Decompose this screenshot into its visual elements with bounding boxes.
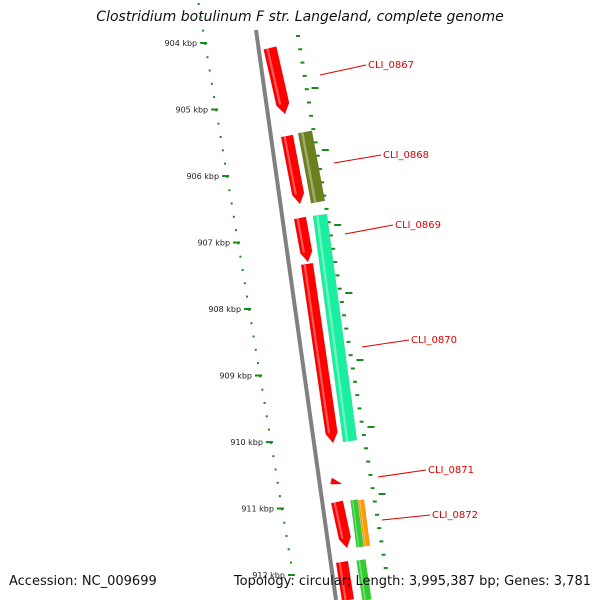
- genome-summary: Topology: circular; Length: 3,995,387 bp…: [233, 574, 591, 589]
- gene-cli-0872-bar-orange-highlight: [359, 500, 367, 547]
- ruler-label: 911 kbp: [241, 505, 274, 514]
- ruler-label: 906 kbp: [186, 172, 219, 181]
- gene-label[interactable]: CLI_0869: [395, 220, 441, 231]
- gene-cli-0869-arrow-a: [293, 216, 313, 263]
- ruler-label: 910 kbp: [230, 438, 263, 447]
- gene-cli-0869-arrow-a-highlight: [296, 218, 305, 253]
- gene-label-leader: [377, 469, 427, 478]
- ruler-labels: 904 kbp 905 kbp 906 kbp 907 kbp 908 kbp 909 k…: [165, 39, 285, 580]
- ruler-label: 909 kbp: [219, 372, 252, 381]
- gene-cli-0869-bar-highlight: [315, 215, 349, 442]
- gene-cli-0872-bar-green-highlight: [351, 500, 360, 548]
- gene-cli-0868-bar-highlight: [301, 132, 317, 203]
- gene-next-bar-green-highlight: [358, 560, 366, 600]
- genome-backbone: [254, 29, 338, 600]
- gene-cli-0872-arrow-a-highlight: [333, 502, 344, 539]
- gene-cli-0868-bar: [297, 130, 326, 204]
- gene-features: [263, 46, 372, 600]
- gene-label-leader: [333, 154, 382, 164]
- gene-cli-0872-bar-orange: [357, 499, 371, 547]
- gene-cli-0871-arrow: [329, 477, 343, 485]
- gene-label[interactable]: CLI_0870: [411, 335, 457, 346]
- gene-cli-0867-arrow-highlight: [266, 48, 282, 106]
- ruler-label: 912 kbp: [252, 571, 285, 580]
- gene-label[interactable]: CLI_0868: [383, 150, 429, 161]
- gene-next-arrow: [335, 560, 355, 600]
- gene-label[interactable]: CLI_0867: [368, 60, 414, 71]
- genome-title: Clostridium botulinum F str. Langeland, …: [96, 9, 504, 25]
- gene-next-bar-green: [356, 559, 372, 600]
- accession-text: Accession: NC_009699: [9, 574, 157, 589]
- ruler-label: 905 kbp: [176, 106, 209, 115]
- gene-cli-0872-arrow-a: [330, 500, 351, 549]
- gene-next-arrow-highlight: [338, 562, 347, 600]
- gene-cli-0869-bar: [312, 213, 358, 443]
- gene-cli-0870-arrow-highlight: [303, 264, 331, 434]
- gene-label[interactable]: CLI_0871: [428, 465, 474, 476]
- gene-cli-0872-bar-green: [350, 499, 364, 548]
- gene-cli-0870-arrow: [300, 262, 338, 444]
- ruler-label: 908 kbp: [208, 305, 241, 314]
- ruler-label: 907 kbp: [197, 239, 230, 248]
- gene-label-leader: [381, 514, 431, 521]
- gene-cli-0867-arrow: [263, 46, 290, 115]
- gene-label-leader: [319, 64, 367, 76]
- gene-cli-0868-arrow-a-highlight: [283, 136, 297, 195]
- gene-label-leader: [361, 339, 410, 348]
- gene-labels: CLI_0867 CLI_0868 CLI_0869 CLI_0870 CLI_0871…: [319, 60, 478, 521]
- content-ticks-track: [295, 35, 388, 569]
- ruler-label: 904 kbp: [165, 39, 198, 48]
- gene-label[interactable]: CLI_0872: [432, 510, 478, 521]
- ruler-major-ticks: [200, 42, 295, 576]
- gene-cli-0868-arrow-a: [280, 134, 305, 205]
- gene-label-leader: [344, 224, 394, 235]
